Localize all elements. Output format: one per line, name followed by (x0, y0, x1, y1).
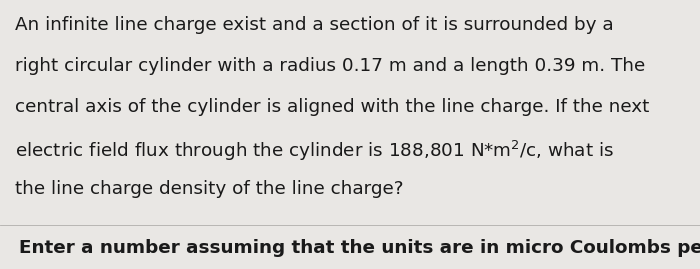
Text: Enter a number assuming that the units are in micro Coulombs per: Enter a number assuming that the units a… (19, 239, 700, 257)
Text: right circular cylinder with a radius 0.17 m and a length 0.39 m. The: right circular cylinder with a radius 0.… (15, 57, 645, 75)
Text: electric field flux through the cylinder is 188,801 N*m$^2$/c, what is: electric field flux through the cylinder… (15, 139, 615, 163)
Text: central axis of the cylinder is aligned with the line charge. If the next: central axis of the cylinder is aligned … (15, 98, 650, 116)
Text: the line charge density of the line charge?: the line charge density of the line char… (15, 180, 404, 198)
Text: An infinite line charge exist and a section of it is surrounded by a: An infinite line charge exist and a sect… (15, 16, 614, 34)
